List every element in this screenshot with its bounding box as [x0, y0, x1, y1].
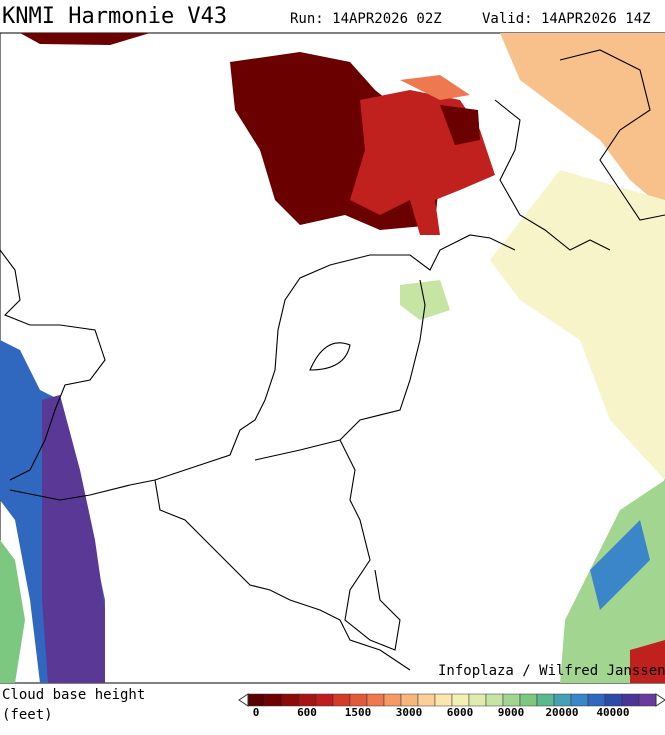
colorbar-swatch	[638, 693, 657, 707]
colorbar-swatch	[247, 693, 266, 707]
title: KNMI Harmonie V43	[2, 4, 227, 29]
map-area: Infoplaza / Wilfred Janssen	[0, 32, 665, 684]
colorbar-swatch	[621, 693, 640, 707]
cloud-field	[630, 640, 665, 683]
colorbar-swatch	[315, 693, 334, 707]
colorbar-label: 3000	[396, 706, 423, 719]
cloud-field	[400, 75, 470, 100]
colorbar-swatch	[349, 693, 368, 707]
colorbar-swatch	[451, 693, 470, 707]
colorbar-label: 0	[253, 706, 260, 719]
colorbar-swatch	[519, 693, 538, 707]
cloud-field	[42, 395, 105, 683]
lake	[309, 342, 351, 371]
colorbar-swatch	[383, 693, 402, 707]
cloud-field	[20, 33, 150, 45]
cloud-field	[500, 33, 665, 210]
colorbar-swatch	[332, 693, 351, 707]
colorbar-swatch	[485, 693, 504, 707]
colorbar-swatch	[400, 693, 419, 707]
border	[254, 439, 401, 651]
colorbar-arrow	[238, 693, 249, 707]
colorbar-swatch	[298, 693, 317, 707]
colorbar-label: 600	[297, 706, 317, 719]
run-time: Run: 14APR2026 02Z	[290, 11, 442, 27]
cloud-field	[490, 170, 665, 480]
map-credit: Infoplaza / Wilfred Janssen	[438, 663, 665, 679]
colorbar-swatch	[502, 693, 521, 707]
legend-unit: (feet)	[2, 707, 53, 723]
colorbar-swatch	[536, 693, 555, 707]
colorbar-swatch	[587, 693, 606, 707]
border	[154, 479, 411, 671]
colorbar-label: 6000	[447, 706, 474, 719]
coastline	[494, 99, 611, 251]
cloud-field	[440, 105, 480, 145]
colorbar-swatch	[468, 693, 487, 707]
colorbar-swatch	[264, 693, 283, 707]
cloud-field	[400, 280, 450, 320]
colorbar-swatch	[553, 693, 572, 707]
colorbar-swatch	[281, 693, 300, 707]
colorbar-arrow	[655, 693, 665, 707]
colorbar-label: 40000	[596, 706, 629, 719]
colorbar-swatch	[434, 693, 453, 707]
cloud-field	[590, 520, 650, 610]
coastline	[0, 249, 106, 481]
colorbar-label: 1500	[345, 706, 372, 719]
legend-title: Cloud base height	[2, 687, 145, 703]
colorbar-label: 20000	[545, 706, 578, 719]
coastline	[9, 234, 516, 501]
coastline	[559, 49, 665, 221]
colorbar-swatch	[570, 693, 589, 707]
colorbar-swatch	[417, 693, 436, 707]
colorbar-swatch	[366, 693, 385, 707]
colorbar-swatch	[604, 693, 623, 707]
colorbar-label: 9000	[498, 706, 525, 719]
cloud-field	[0, 540, 25, 683]
border	[339, 279, 426, 441]
valid-time: Valid: 14APR2026 14Z	[482, 11, 651, 27]
